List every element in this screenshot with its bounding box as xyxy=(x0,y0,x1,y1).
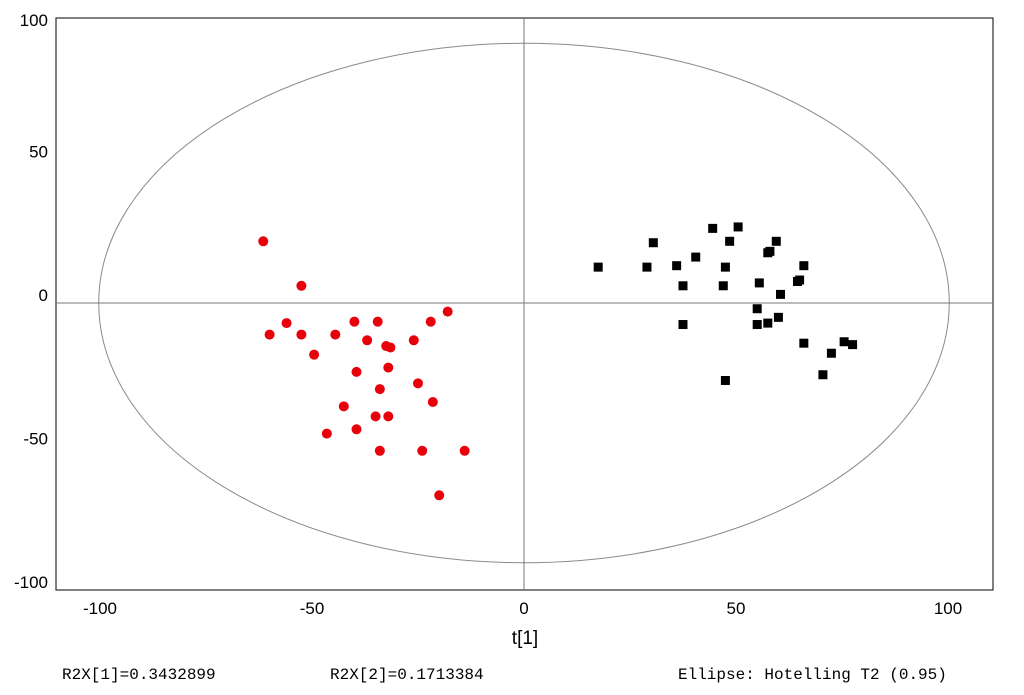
black-square-point xyxy=(648,238,658,248)
black-square-point xyxy=(754,278,764,288)
black-square-point xyxy=(776,289,786,299)
r2x1-label: R2X[1]=0.3432899 xyxy=(62,666,216,684)
score-plot: -100 -50 0 50 100 100 50 0 -50 -100 t[1] xyxy=(14,11,994,649)
black-square-point xyxy=(826,348,836,358)
red-circle-point xyxy=(296,329,307,340)
red-circle-point xyxy=(258,236,269,247)
black-square-point xyxy=(678,320,688,330)
red-circle-point xyxy=(383,362,394,373)
x-tick-label: 50 xyxy=(727,599,746,618)
black-square-point xyxy=(708,223,718,233)
x-tick-label: -50 xyxy=(300,599,325,618)
red-circle-point xyxy=(321,428,332,439)
red-circle-point xyxy=(459,445,470,456)
red-circle-point xyxy=(408,335,419,346)
black-square-point xyxy=(839,337,849,347)
black-square-point xyxy=(725,236,735,246)
black-square-point xyxy=(799,261,809,271)
black-square-point xyxy=(720,375,730,385)
red-circle-point xyxy=(330,329,341,340)
y-tick-label: 100 xyxy=(20,11,48,30)
black-square-point xyxy=(765,246,775,256)
red-circle-point xyxy=(372,316,383,327)
black-square-point xyxy=(752,304,762,314)
red-circle-point xyxy=(425,316,436,327)
black-square-point xyxy=(752,320,762,330)
red-circle-point xyxy=(309,349,320,360)
y-tick-label: -100 xyxy=(14,573,48,592)
red-circle-point xyxy=(374,384,385,395)
black-square-point xyxy=(763,318,773,328)
x-tick-label: 0 xyxy=(519,599,528,618)
y-axis-ticks: 100 50 0 -50 -100 xyxy=(14,11,48,592)
data-points xyxy=(258,222,858,501)
r2x2-label: R2X[2]=0.1713384 xyxy=(330,666,484,684)
x-tick-label: -100 xyxy=(83,599,117,618)
black-square-point xyxy=(848,340,858,350)
black-square-point xyxy=(795,275,805,285)
red-circle-point xyxy=(417,445,428,456)
red-circle-point xyxy=(362,335,373,346)
x-tick-label: 100 xyxy=(934,599,962,618)
y-tick-label: 0 xyxy=(39,286,48,305)
red-circle-point xyxy=(385,342,396,353)
y-tick-label: -50 xyxy=(23,430,48,449)
red-circle-point xyxy=(351,424,362,435)
red-circle-point xyxy=(296,280,307,291)
x-axis-ticks: -100 -50 0 50 100 xyxy=(83,599,962,618)
black-square-point xyxy=(818,370,828,380)
red-circle-point xyxy=(338,401,349,412)
black-square-point xyxy=(678,281,688,291)
red-circle-point xyxy=(370,411,381,422)
red-circle-point xyxy=(349,316,360,327)
black-square-point xyxy=(733,222,743,232)
black-square-point xyxy=(799,338,809,348)
red-circle-point xyxy=(383,411,394,422)
red-circle-point xyxy=(413,378,423,389)
red-circle-point xyxy=(427,397,438,408)
black-square-point xyxy=(718,281,728,291)
black-square-point xyxy=(593,262,603,272)
y-tick-label: 50 xyxy=(29,143,48,162)
red-circle-point xyxy=(351,366,362,377)
x-axis-label: t[1] xyxy=(512,628,538,649)
black-square-point xyxy=(691,252,701,262)
red-circle-point xyxy=(281,318,292,329)
red-circle-point xyxy=(442,306,453,317)
red-circle-point xyxy=(434,490,445,501)
black-square-point xyxy=(771,236,781,246)
black-square-point xyxy=(672,261,682,271)
red-circle-point xyxy=(264,329,275,340)
ellipse-note: Ellipse: Hotelling T2 (0.95) xyxy=(678,666,947,684)
red-circle-point xyxy=(374,445,385,456)
black-square-point xyxy=(642,262,652,272)
black-square-point xyxy=(773,312,783,322)
black-square-point xyxy=(720,262,730,272)
